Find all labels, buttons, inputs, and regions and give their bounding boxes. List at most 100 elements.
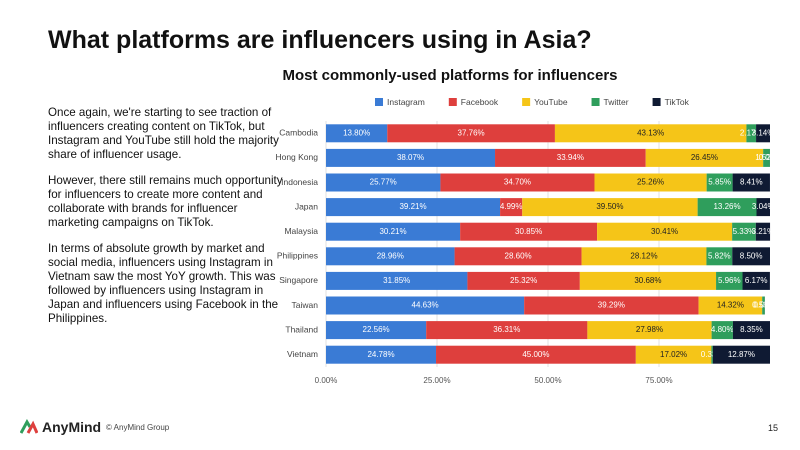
- data-label: 28.60%: [505, 251, 532, 260]
- bar-segment: [711, 345, 713, 364]
- bar-segment: [732, 222, 756, 241]
- data-label: 45.00%: [522, 350, 549, 359]
- data-label: 25.32%: [510, 276, 537, 285]
- y-tick-label: Cambodia: [279, 128, 318, 138]
- bar-segment: [597, 222, 733, 241]
- x-tick-label: 50.00%: [534, 376, 561, 385]
- page-number: 15: [767, 423, 778, 433]
- y-tick-label: Singapore: [279, 275, 318, 285]
- data-label: 28.12%: [630, 251, 657, 260]
- y-tick-label: Malaysia: [284, 226, 318, 236]
- bar-segment: [732, 247, 770, 266]
- data-label: 4.80%: [711, 325, 734, 334]
- bar-segment: [326, 345, 437, 364]
- data-label: 30.21%: [379, 227, 406, 236]
- data-label: 43.13%: [637, 128, 664, 137]
- data-label: 33.94%: [557, 153, 584, 162]
- bar-segment: [711, 321, 733, 340]
- bar-segment: [579, 271, 717, 290]
- bar-segment: [460, 222, 598, 241]
- paragraph: In terms of absolute growth by market an…: [48, 242, 279, 325]
- brand: AnyMind: [42, 419, 102, 435]
- data-label: 37.76%: [458, 128, 485, 137]
- bar-segment: [326, 124, 388, 143]
- data-label: 26.45%: [691, 153, 718, 162]
- bar-segment: [524, 296, 699, 315]
- data-label: 1.52%: [755, 153, 778, 162]
- bar-segment: [716, 271, 743, 290]
- data-label: 3.14%: [752, 128, 775, 137]
- bar-segment: [554, 124, 747, 143]
- data-label: 14.32%: [717, 301, 744, 310]
- y-tick-label: Vietnam: [287, 349, 318, 359]
- data-label: 5.82%: [708, 251, 731, 260]
- bar-segment: [440, 173, 595, 192]
- data-label: 22.56%: [363, 325, 390, 334]
- bar-segment: [746, 124, 757, 143]
- data-label: 6.17%: [745, 276, 768, 285]
- legend-swatch: [652, 98, 661, 106]
- data-label: 36.31%: [493, 325, 520, 334]
- data-label: 27.98%: [636, 325, 663, 334]
- legend-swatch: [591, 98, 600, 106]
- legend-label: Twitter: [604, 97, 629, 107]
- data-label: 5.33%: [733, 227, 756, 236]
- bar-segment: [326, 321, 427, 340]
- bar-segment: [326, 247, 455, 266]
- y-tick-label: Japan: [295, 201, 318, 211]
- bar-segment: [756, 124, 770, 143]
- data-label: 3.04%: [752, 202, 775, 211]
- legend-label: Facebook: [461, 97, 499, 107]
- bar-segment: [742, 271, 770, 290]
- data-label: 31.85%: [383, 276, 410, 285]
- x-tick-label: 75.00%: [645, 376, 672, 385]
- bar-segment: [581, 247, 707, 266]
- legend-label: Instagram: [387, 97, 425, 107]
- bar-segment: [467, 271, 580, 290]
- logo: [20, 419, 38, 434]
- legend-swatch: [375, 98, 383, 106]
- paragraph: However, there still remains much opport…: [48, 174, 283, 229]
- y-tick-label: Hong Kong: [275, 152, 318, 162]
- bar-segment: [426, 321, 588, 340]
- bar-segment: [454, 247, 582, 266]
- data-label: 0.59%: [752, 301, 775, 310]
- data-label: 5.96%: [718, 276, 741, 285]
- bar-segment: [500, 198, 523, 217]
- data-label: 13.26%: [713, 202, 740, 211]
- copyright: © AnyMind Group: [106, 423, 170, 432]
- data-label: 17.02%: [660, 350, 687, 359]
- bar-segment: [495, 148, 646, 167]
- data-label: 30.68%: [634, 276, 661, 285]
- data-label: 8.41%: [740, 178, 763, 187]
- bar-segment: [732, 173, 770, 192]
- bar-segment: [763, 148, 770, 167]
- data-label: 0.33%: [701, 350, 724, 359]
- bar-segment: [706, 247, 733, 266]
- data-label: 25.77%: [370, 178, 397, 187]
- data-label: 13.80%: [343, 128, 370, 137]
- data-label: 34.70%: [504, 178, 531, 187]
- y-tick-label: Indonesia: [281, 177, 318, 187]
- bar-segment: [697, 198, 757, 217]
- legend-swatch: [522, 98, 531, 106]
- bar-segment: [756, 198, 770, 217]
- x-tick-label: 0.00%: [315, 376, 338, 385]
- bar-segment: [387, 124, 555, 143]
- paragraph: Once again, we're starting to see tracti…: [48, 106, 279, 161]
- data-label: 8.50%: [740, 251, 763, 260]
- slide-title: What platforms are influencers using in …: [48, 26, 592, 54]
- data-label: 39.21%: [399, 202, 426, 211]
- bar-segment: [594, 173, 707, 192]
- data-label: 12.87%: [728, 350, 755, 359]
- data-label: 2.17%: [740, 128, 763, 137]
- data-label: 3.21%: [752, 227, 775, 236]
- bar-segment: [326, 198, 501, 217]
- data-label: 30.85%: [515, 227, 542, 236]
- bar-segment: [635, 345, 712, 364]
- bar-segment: [326, 173, 441, 192]
- bar-segment: [732, 321, 770, 340]
- y-tick-label: Taiwan: [292, 300, 319, 310]
